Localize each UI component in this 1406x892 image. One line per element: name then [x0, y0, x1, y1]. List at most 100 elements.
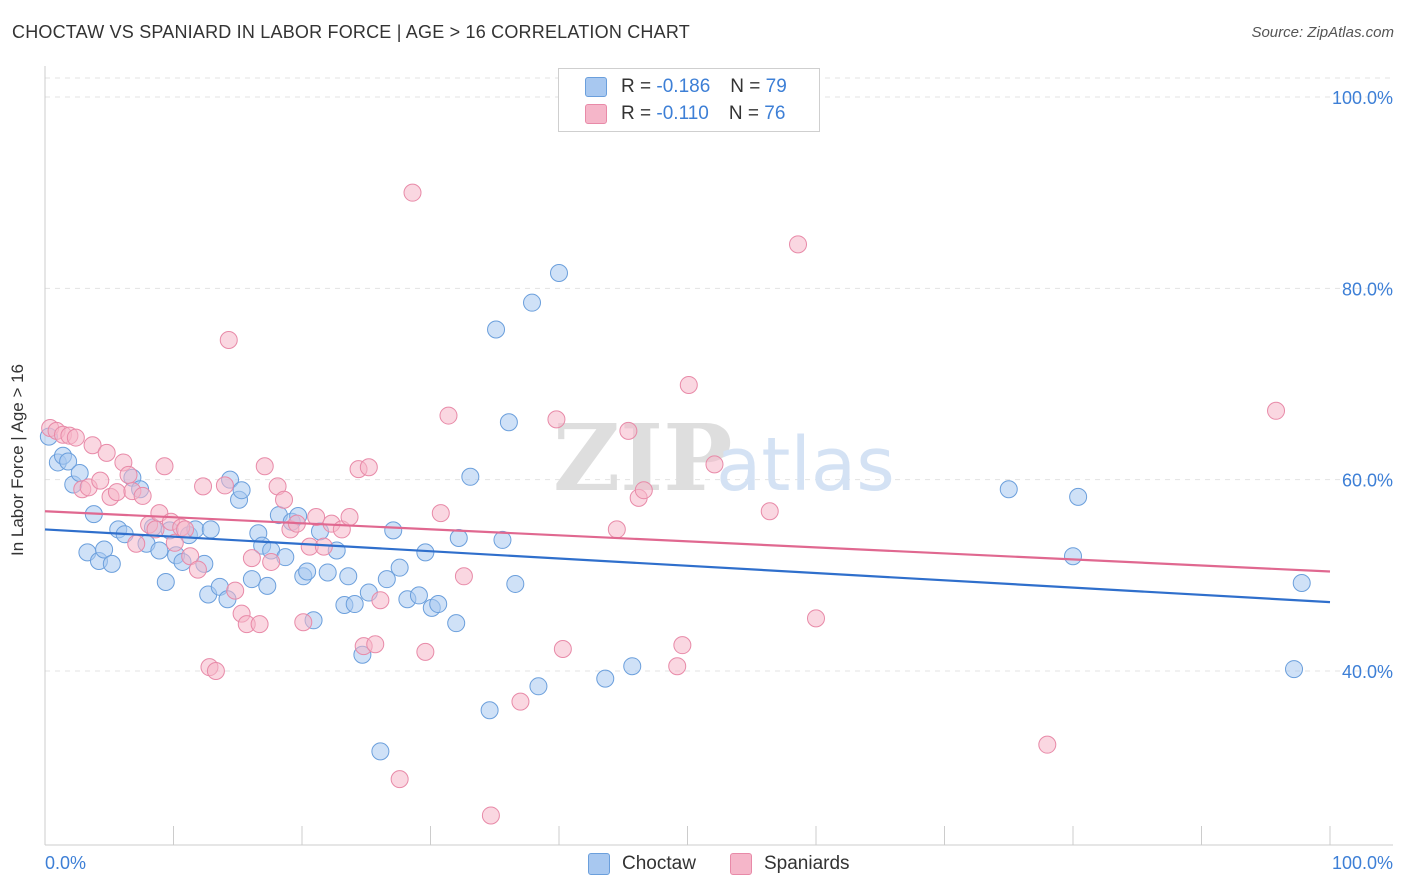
- spaniards-point: [454, 567, 473, 586]
- y-tick-label: 80.0%: [1342, 279, 1393, 299]
- spaniards-point: [760, 502, 779, 521]
- choctaw-point: [416, 543, 435, 562]
- legend-n-label: N =: [728, 103, 759, 124]
- choctaw-point: [242, 570, 261, 589]
- watermark-atlas: atlas: [716, 422, 895, 508]
- spaniards-point: [83, 436, 102, 455]
- spaniards-point: [255, 457, 274, 476]
- choctaw-point: [550, 264, 568, 283]
- spaniards-legend-label: Spaniards: [764, 853, 850, 874]
- spaniards-point: [206, 662, 225, 680]
- spaniards-point: [91, 471, 110, 490]
- spaniards-point: [165, 533, 184, 552]
- spaniards-point: [547, 410, 566, 429]
- legend-row-spaniards: R = -0.110 N = 76: [585, 102, 785, 126]
- spaniards-point: [366, 635, 385, 654]
- choctaw-trend-line: [44, 528, 1331, 604]
- choctaw-point: [1285, 660, 1304, 679]
- legend-row-choctaw: R = -0.186 N = 79: [585, 75, 787, 99]
- spaniards-point: [481, 806, 500, 825]
- choctaw-point: [596, 669, 615, 688]
- bottom-legend-spaniards: Spaniards: [730, 852, 850, 876]
- spaniards-point: [127, 534, 146, 553]
- choctaw-point: [480, 701, 499, 720]
- spaniards-swatch: [585, 104, 607, 124]
- spaniards-point: [789, 235, 808, 254]
- choctaw-point: [102, 554, 121, 573]
- choctaw-legend-label: Choctaw: [622, 853, 696, 874]
- y-tick-label: 40.0%: [1342, 662, 1393, 682]
- spaniards-point: [219, 330, 238, 349]
- choctaw-point: [384, 521, 403, 540]
- spaniards-point: [226, 581, 245, 600]
- spaniards-point: [511, 692, 530, 711]
- x-tick-label-min: 0.0%: [45, 853, 86, 873]
- choctaw-point: [371, 742, 390, 761]
- bottom-legend-choctaw: Choctaw: [588, 852, 696, 876]
- spaniards-point: [668, 657, 687, 676]
- choctaw-point: [298, 562, 317, 581]
- spaniards-legend-swatch: [730, 853, 752, 875]
- choctaw-point: [150, 541, 169, 560]
- spaniards-point: [188, 560, 207, 579]
- legend-r-value: -0.110: [656, 103, 709, 124]
- choctaw-point: [449, 529, 468, 548]
- correlation-legend: R = -0.186 N = 79 R = -0.110 N = 76: [558, 68, 820, 132]
- spaniards-point: [133, 486, 152, 505]
- choctaw-point: [447, 614, 466, 633]
- choctaw-point: [1069, 487, 1088, 506]
- choctaw-point: [493, 530, 512, 549]
- spaniards-point: [431, 504, 450, 523]
- spaniards-point: [403, 183, 422, 202]
- choctaw-point: [95, 540, 114, 559]
- choctaw-point: [623, 657, 642, 676]
- choctaw-legend-swatch: [588, 853, 610, 875]
- axes: [44, 66, 1393, 846]
- y-tick-label: 60.0%: [1342, 471, 1393, 491]
- spaniards-point: [181, 547, 200, 566]
- choctaw-point: [529, 677, 548, 696]
- choctaw-point: [232, 481, 251, 500]
- spaniards-point: [673, 636, 692, 655]
- y-tick-label: 100.0%: [1332, 88, 1393, 108]
- choctaw-point: [390, 558, 409, 577]
- choctaw-point: [523, 293, 542, 312]
- spaniards-point: [1038, 735, 1057, 754]
- spaniards-point: [307, 507, 326, 526]
- spaniards-point: [439, 406, 458, 425]
- choctaw-point: [409, 586, 428, 605]
- tick-labels: 40.0% 60.0% 80.0% 100.0% 0.0% 100.0%: [45, 88, 1393, 873]
- spaniards-point: [553, 639, 572, 658]
- spaniards-point: [155, 457, 174, 476]
- spaniards-point: [359, 458, 378, 477]
- source-label: Source: ZipAtlas.com: [1251, 24, 1394, 41]
- choctaw-point: [506, 574, 525, 593]
- y-axis-label: In Labor Force | Age > 16: [8, 363, 27, 557]
- choctaw-point: [1064, 547, 1082, 566]
- spaniards-point: [340, 507, 359, 526]
- watermark: ZIP atlas: [553, 404, 895, 512]
- spaniards-point: [66, 428, 85, 447]
- spaniards-point: [294, 613, 313, 632]
- choctaw-point: [499, 413, 518, 432]
- spaniards-point: [607, 520, 626, 539]
- choctaw-point: [201, 520, 220, 539]
- chart-title: CHOCTAW VS SPANIARD IN LABOR FORCE | AGE…: [12, 22, 690, 42]
- choctaw-point: [59, 452, 78, 471]
- spaniards-point: [1267, 401, 1286, 420]
- choctaw-point: [429, 595, 448, 614]
- choctaw-point: [1292, 573, 1311, 592]
- spaniards-point: [97, 443, 116, 462]
- series-spaniards: [41, 183, 1286, 825]
- spaniards-point: [215, 476, 234, 495]
- choctaw-point: [156, 573, 175, 592]
- spaniards-point: [176, 520, 195, 539]
- choctaw-point: [339, 567, 358, 586]
- choctaw-point: [377, 570, 396, 589]
- choctaw-point: [461, 467, 480, 486]
- spaniards-point: [705, 455, 724, 474]
- spaniards-point: [619, 421, 638, 440]
- legend-r-label: R =: [621, 103, 652, 124]
- legend-r-label: R =: [621, 76, 652, 97]
